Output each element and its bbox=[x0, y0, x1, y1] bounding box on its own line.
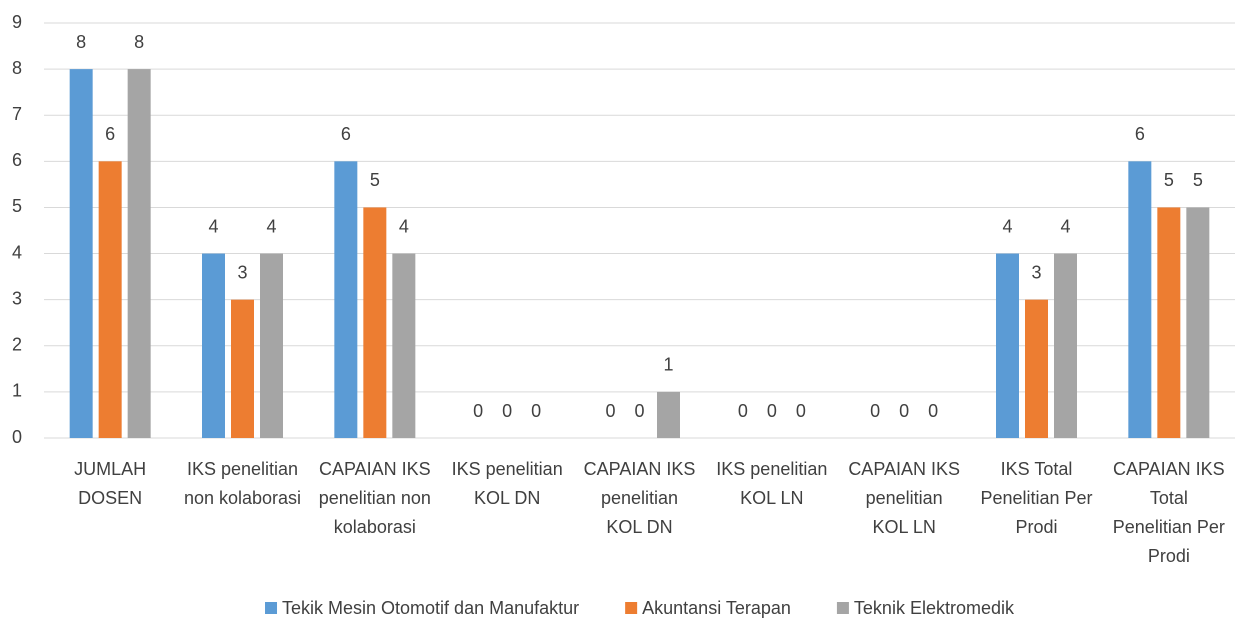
data-label: 8 bbox=[134, 32, 144, 52]
data-label: 6 bbox=[341, 124, 351, 144]
bar bbox=[98, 161, 122, 439]
y-tick-label: 4 bbox=[12, 242, 22, 262]
y-tick-label: 2 bbox=[12, 335, 22, 355]
bar bbox=[657, 391, 680, 438]
x-tick-line: CAPAIAN IKS bbox=[848, 459, 960, 479]
x-tick-line: KOL LN bbox=[872, 517, 935, 537]
y-tick-label: 0 bbox=[12, 427, 22, 447]
data-label: 4 bbox=[1060, 216, 1070, 236]
data-label: 3 bbox=[237, 262, 247, 282]
y-tick-label: 8 bbox=[12, 58, 22, 78]
data-label: 0 bbox=[605, 401, 615, 421]
data-label: 6 bbox=[1135, 124, 1145, 144]
bar bbox=[69, 69, 93, 438]
bar bbox=[334, 161, 358, 439]
bar bbox=[363, 207, 387, 438]
data-label: 1 bbox=[663, 355, 673, 375]
x-tick-label: CAPAIAN IKS penelitian KOL LN bbox=[848, 459, 960, 537]
data-label: 0 bbox=[928, 401, 938, 421]
x-tick-line: KOL LN bbox=[740, 488, 803, 508]
x-tick-label: IKS penelitian KOL DN bbox=[452, 459, 563, 508]
data-label: 4 bbox=[208, 216, 218, 236]
x-tick-line: IKS penelitian bbox=[716, 459, 827, 479]
bar bbox=[1025, 299, 1048, 438]
legend-swatch bbox=[836, 602, 849, 614]
legend-label: Akuntansi Terapan bbox=[642, 598, 791, 618]
data-label: 5 bbox=[370, 170, 380, 190]
data-label: 6 bbox=[105, 124, 115, 144]
x-tick-line: Total bbox=[1150, 488, 1188, 508]
legend-swatch bbox=[625, 602, 638, 614]
x-tick-label: CAPAIAN IKS Total Penelitian Per Prodi bbox=[1113, 459, 1225, 566]
bar bbox=[1186, 207, 1210, 438]
data-label: 0 bbox=[796, 401, 806, 421]
x-tick-line: penelitian bbox=[866, 488, 943, 508]
x-tick-label: IKS Total Penelitian Per Prodi bbox=[980, 459, 1092, 537]
y-tick-label: 9 bbox=[12, 12, 22, 32]
bar bbox=[202, 253, 225, 438]
data-label: 4 bbox=[1002, 216, 1012, 236]
legend-label: Tekik Mesin Otomotif dan Manufaktur bbox=[282, 598, 579, 618]
x-tick-line: Penelitian Per bbox=[1113, 517, 1225, 537]
x-tick-line: KOL DN bbox=[606, 517, 672, 537]
bar bbox=[231, 299, 254, 438]
x-tick-label: CAPAIAN IKS penelitian KOL DN bbox=[584, 459, 696, 537]
x-tick-line: JUMLAH bbox=[74, 459, 146, 479]
x-tick-line: DOSEN bbox=[78, 488, 142, 508]
bar bbox=[1157, 207, 1181, 438]
x-tick-line: IKS penelitian bbox=[452, 459, 563, 479]
x-tick-line: penelitian non bbox=[319, 488, 431, 508]
x-tick-label: IKS penelitian KOL LN bbox=[716, 459, 827, 508]
bar bbox=[392, 253, 416, 438]
data-label: 4 bbox=[266, 216, 276, 236]
x-tick-line: IKS penelitian bbox=[187, 459, 298, 479]
data-label: 0 bbox=[738, 401, 748, 421]
x-tick-label: JUMLAH DOSEN bbox=[74, 459, 146, 508]
data-label: 5 bbox=[1164, 170, 1174, 190]
data-label: 0 bbox=[502, 401, 512, 421]
data-label: 4 bbox=[399, 216, 409, 236]
legend: Tekik Mesin Otomotif dan Manufaktur Akunt… bbox=[265, 598, 1015, 618]
x-tick-label: CAPAIAN IKS penelitian non kolaborasi bbox=[319, 459, 431, 537]
x-tick-line: CAPAIAN IKS bbox=[584, 459, 696, 479]
x-tick-line: IKS Total bbox=[1001, 459, 1073, 479]
x-tick-line: Prodi bbox=[1148, 546, 1190, 566]
y-tick-label: 1 bbox=[12, 381, 22, 401]
legend-swatch bbox=[265, 602, 278, 614]
data-label: 3 bbox=[1031, 262, 1041, 282]
x-tick-line: Penelitian Per bbox=[980, 488, 1092, 508]
data-label: 8 bbox=[76, 32, 86, 52]
data-label: 0 bbox=[531, 401, 541, 421]
x-tick-line: penelitian bbox=[601, 488, 678, 508]
x-tick-label: IKS penelitian non kolaborasi bbox=[184, 459, 301, 508]
data-label: 0 bbox=[870, 401, 880, 421]
bar bbox=[1054, 253, 1077, 438]
data-label: 0 bbox=[634, 401, 644, 421]
x-tick-line: non kolaborasi bbox=[184, 488, 301, 508]
bar bbox=[1128, 161, 1152, 439]
bar bbox=[996, 253, 1019, 438]
x-tick-line: KOL DN bbox=[474, 488, 540, 508]
x-tick-line: kolaborasi bbox=[334, 517, 416, 537]
x-tick-line: CAPAIAN IKS bbox=[319, 459, 431, 479]
data-label: 0 bbox=[767, 401, 777, 421]
data-label: 0 bbox=[899, 401, 909, 421]
y-tick-label: 7 bbox=[12, 104, 22, 124]
y-tick-label: 6 bbox=[12, 150, 22, 170]
legend-label: Teknik Elektromedik bbox=[854, 598, 1015, 618]
x-tick-line: Prodi bbox=[1015, 517, 1057, 537]
x-tick-line: CAPAIAN IKS bbox=[1113, 459, 1225, 479]
y-tick-label: 3 bbox=[12, 288, 22, 308]
data-label: 0 bbox=[473, 401, 483, 421]
y-tick-label: 5 bbox=[12, 196, 22, 216]
data-label: 5 bbox=[1193, 170, 1203, 190]
bar bbox=[260, 253, 283, 438]
bar bbox=[127, 69, 151, 438]
